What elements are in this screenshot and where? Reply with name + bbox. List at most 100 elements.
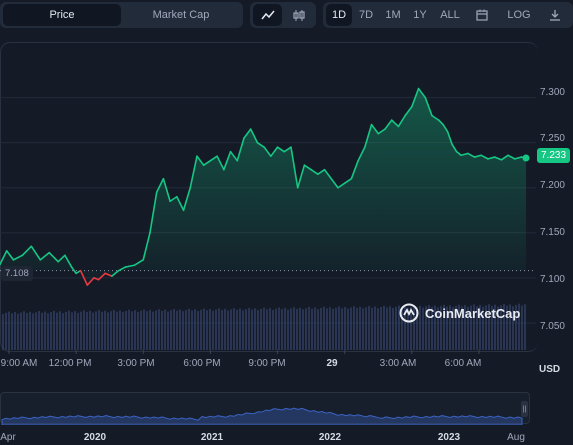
volume-bar (359, 306, 361, 350)
price-line-segment (256, 141, 265, 148)
price-line-segment (424, 96, 433, 117)
market-cap-tab[interactable]: Market Cap (152, 9, 210, 21)
volume-bar (290, 308, 292, 350)
volume-bar (134, 310, 136, 350)
range-1y[interactable]: 1Y (413, 9, 427, 21)
volume-bar (143, 309, 145, 350)
y-tick-label: 7.150 (539, 227, 565, 238)
navigator-year-label: 2023 (437, 432, 461, 443)
coinmarketcap-icon (399, 303, 419, 323)
price-line-segment (162, 177, 171, 203)
price-line-segment (202, 159, 212, 166)
volume-bar (14, 312, 16, 350)
price-line-segment (446, 131, 453, 146)
volume-bar (161, 310, 163, 350)
volume-bar (281, 309, 283, 350)
volume-bar (80, 311, 82, 350)
volume-bar (473, 304, 475, 350)
volume-bar (182, 311, 184, 350)
price-line-segment (500, 154, 509, 161)
price-line-segment (283, 146, 292, 153)
navigator-handle[interactable]: || (521, 401, 528, 417)
volume-bar (332, 308, 334, 350)
price-line-segment (12, 254, 24, 261)
volume-bar (71, 312, 73, 350)
price-line-segment (124, 264, 136, 268)
price-line-segment (155, 177, 165, 194)
line-chart-icon[interactable] (253, 4, 282, 26)
volume-bar (119, 310, 121, 350)
volume-bar (350, 307, 352, 350)
price-line-segment (86, 277, 95, 286)
range-1m[interactable]: 1M (385, 9, 401, 21)
volume-bar (242, 310, 244, 350)
volume-bar (215, 309, 217, 350)
calendar-icon[interactable] (469, 4, 495, 26)
volume-bar (224, 308, 226, 350)
volume-bar (488, 304, 490, 350)
range-all[interactable]: ALL (440, 9, 460, 21)
price-line-segment (460, 152, 469, 157)
price-line-segment (75, 269, 82, 275)
price-line-segment (182, 186, 192, 212)
range-7d[interactable]: 7D (358, 9, 374, 21)
volume-bar (509, 304, 511, 350)
volume-bar (470, 305, 472, 350)
x-tick-label: 29 (326, 358, 338, 369)
volume-bar (446, 306, 448, 350)
x-tick-label: 3:00 PM (117, 358, 155, 369)
price-line-segment (176, 195, 185, 212)
volume-bar (419, 305, 421, 350)
download-icon[interactable] (541, 4, 569, 26)
navigator-year-label: Apr (0, 432, 16, 443)
volume-bar (179, 309, 181, 350)
volume-bar (68, 310, 70, 350)
volume-bar (260, 308, 262, 350)
volume-bar (116, 311, 118, 350)
volume-bar (395, 306, 397, 350)
volume-bar (26, 313, 28, 350)
candlestick-icon[interactable] (284, 4, 313, 26)
volume-bar (398, 305, 400, 350)
watermark-text: CoinMarketCap (425, 305, 521, 321)
volume-bar (155, 310, 157, 350)
price-line-segment (111, 269, 120, 277)
coinmarketcap-logo: CoinMarketCap (399, 303, 520, 323)
volume-bar (77, 312, 79, 350)
volume-bar (512, 306, 514, 350)
range-1d[interactable]: 1D (326, 4, 352, 26)
volume-bar (212, 310, 214, 350)
volume-bar (404, 306, 406, 350)
volume-bar (38, 311, 40, 350)
x-tick-label: 9:00 PM (248, 358, 286, 369)
volume-bar (140, 310, 142, 350)
price-line-segment (310, 168, 319, 176)
price-line-segment (323, 168, 333, 180)
volume-bar (173, 308, 175, 350)
volume-bar (416, 307, 418, 350)
volume-bar (101, 311, 103, 350)
log-scale-toggle[interactable]: LOG (507, 9, 531, 21)
volume-bar (365, 307, 367, 350)
volume-bar (176, 310, 178, 350)
volume-bar (113, 309, 115, 350)
volume-bar (239, 308, 241, 350)
volume-bar (296, 308, 298, 350)
price-line-segment (169, 195, 178, 203)
price-tab[interactable]: Price (3, 4, 121, 26)
volume-bar (302, 309, 304, 350)
volume-bar (515, 304, 517, 350)
timeline-navigator[interactable]: || (0, 392, 530, 425)
volume-bar (413, 305, 415, 350)
volume-bar (89, 310, 91, 350)
volume-bar (461, 306, 463, 350)
volume-bar (263, 307, 265, 350)
volume-bar (368, 306, 370, 350)
price-line-segment (303, 164, 312, 171)
volume-bar (254, 308, 256, 350)
price-line-segment (455, 150, 462, 157)
volume-bar (425, 306, 427, 350)
volume-bar (293, 307, 295, 350)
price-line-segment (364, 123, 373, 148)
